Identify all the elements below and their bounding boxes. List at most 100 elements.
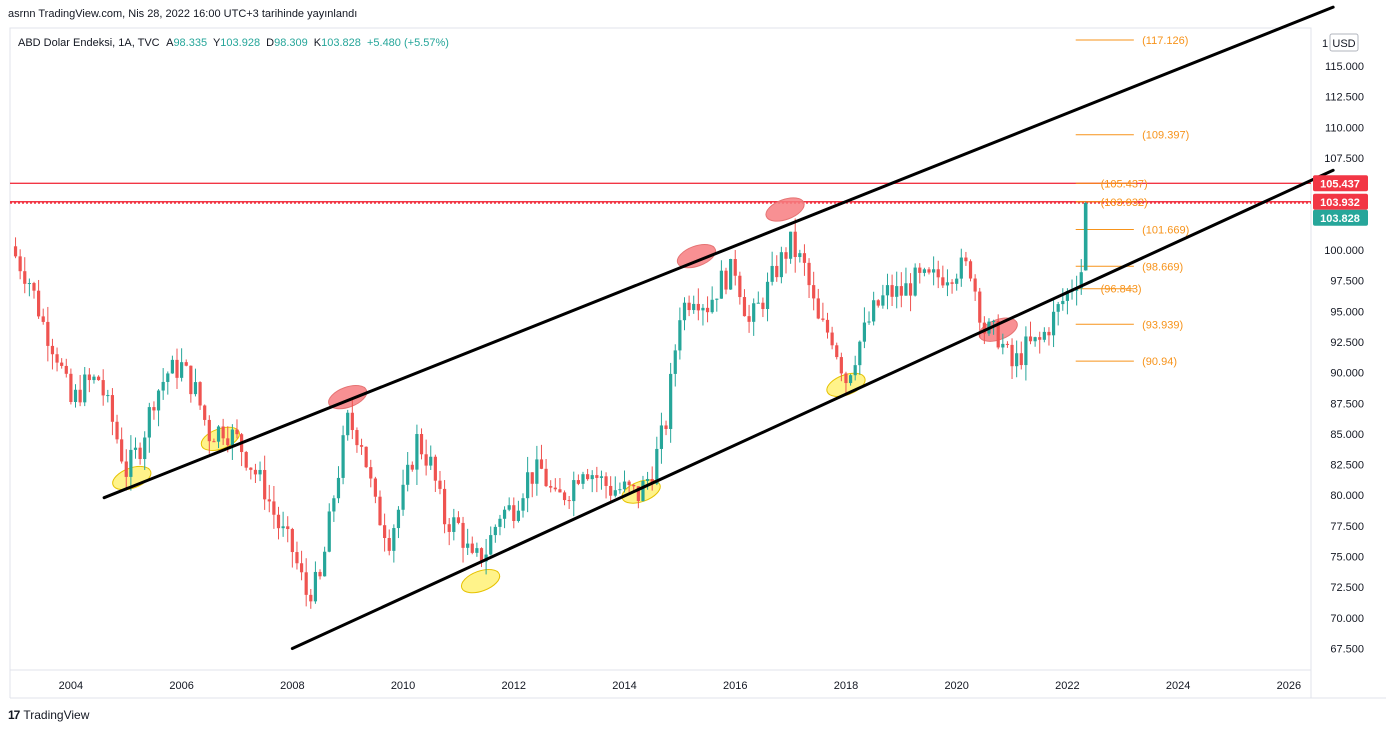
candle-down [226, 438, 230, 446]
candle-up [452, 517, 456, 532]
candle-down [110, 395, 115, 422]
candle-up [590, 475, 594, 480]
candle-down [996, 321, 1000, 348]
candle-up [641, 481, 645, 502]
candle-up [143, 437, 147, 460]
y-tick-label: 72.500 [1330, 582, 1364, 594]
candle-down [576, 480, 580, 484]
candle-down [78, 389, 82, 403]
candle-up [406, 464, 410, 485]
candle-down [562, 492, 567, 501]
candle-down [115, 421, 119, 440]
candle-down [64, 365, 68, 374]
candle-down [410, 464, 414, 470]
plot-area[interactable] [9, 27, 1312, 671]
candle-up [27, 283, 31, 285]
candle-up [655, 448, 659, 484]
fib-level-label: (109.397) [1142, 130, 1189, 142]
candle-up [932, 269, 936, 273]
candle-up [323, 551, 327, 577]
candle-down [207, 419, 211, 442]
legend-close-value: 103.828 [321, 37, 361, 49]
candle-down [982, 322, 986, 334]
candle-down [69, 373, 73, 402]
candle-up [599, 476, 604, 478]
candle-down [627, 481, 631, 486]
candle-up [885, 285, 890, 296]
candle-down [120, 439, 124, 462]
legend-open-label: A [166, 37, 174, 49]
candle-up [1051, 311, 1056, 336]
x-tick-label: 2014 [612, 680, 636, 692]
candle-up [502, 509, 507, 519]
candle-up [92, 376, 96, 381]
price-badge [1313, 193, 1368, 210]
candle-up [526, 472, 530, 499]
candle-down [87, 374, 91, 381]
candle-up [1001, 343, 1005, 348]
candle-down [807, 262, 811, 286]
candle-up [659, 425, 664, 449]
y-tick-label: 87.500 [1330, 398, 1364, 410]
x-tick-label: 2006 [169, 680, 193, 692]
candle-down [793, 231, 797, 258]
y-tick-label: 112.500 [1325, 92, 1364, 104]
channel-lines-layer [102, 5, 1335, 651]
candle-down [447, 524, 451, 532]
fib-level-label: (103.932) [1101, 197, 1148, 209]
candle-down [899, 286, 903, 296]
candle-down [650, 478, 654, 484]
candle-down [544, 468, 548, 487]
candle-down [442, 488, 447, 525]
candle-down [733, 259, 737, 276]
currency-badge-box[interactable] [1329, 33, 1359, 52]
candle-up [959, 257, 963, 279]
candle-up [401, 484, 405, 510]
candle-down [184, 362, 188, 366]
candle-down [299, 563, 304, 573]
candle-up [701, 307, 705, 311]
candle-up [752, 303, 756, 322]
y-tick-label: 80.000 [1330, 490, 1364, 502]
candle-up [216, 426, 221, 442]
candle-down [309, 594, 313, 602]
candle-down [96, 376, 101, 381]
candle-up [1079, 272, 1083, 289]
candle-up [715, 298, 719, 300]
candle-down [456, 517, 461, 523]
candle-up [904, 283, 908, 296]
candle-down [212, 441, 216, 443]
legend-high-value: 103.928 [220, 37, 260, 49]
fib-level-label: (96.843) [1101, 284, 1142, 296]
candle-up [193, 382, 198, 395]
candle-down [461, 522, 465, 548]
candle-down [784, 252, 788, 259]
candle-up [881, 295, 885, 306]
legend-low-value: 98.309 [274, 37, 308, 49]
candle-up [1015, 353, 1019, 367]
candle-down [802, 253, 807, 263]
candle-down [152, 407, 156, 411]
candle-down [1038, 337, 1042, 340]
candle-down [244, 452, 248, 468]
candle-down [350, 412, 354, 431]
candle-up [170, 359, 174, 374]
candle-up [106, 395, 110, 397]
candle-up [692, 303, 696, 311]
legend-symbol: ABD Dolar Endeksi, 1A, TVC [18, 37, 160, 49]
x-tick-label: 2016 [723, 680, 747, 692]
candle-up [83, 374, 87, 403]
candle-up [789, 231, 793, 259]
candle-up [161, 381, 165, 391]
footer-brand: 17 TradingView [8, 708, 89, 722]
candle-up [180, 362, 184, 378]
candle-down [175, 359, 179, 378]
candle-up [1065, 291, 1070, 301]
y-tick-label: 115.000 [1325, 61, 1364, 73]
candle-down [609, 485, 613, 496]
x-tick-label: 2018 [834, 680, 858, 692]
price-badge-label: 103.932 [1320, 197, 1360, 209]
candle-down [249, 467, 253, 470]
candle-down [479, 548, 484, 562]
